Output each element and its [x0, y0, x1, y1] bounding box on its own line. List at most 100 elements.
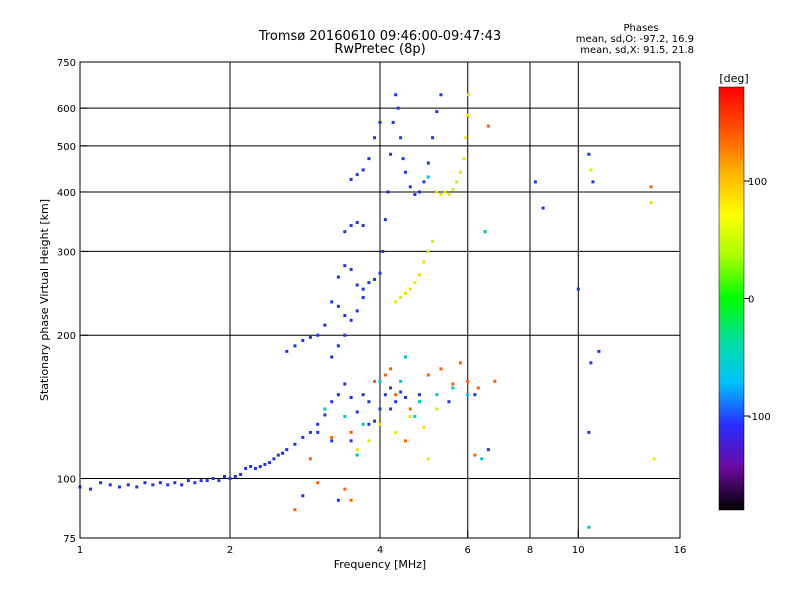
data-point: [576, 287, 580, 291]
data-point: [323, 323, 327, 327]
data-point: [361, 168, 365, 172]
colorbar-gradient: [718, 86, 745, 511]
y-tick-label: 100: [57, 475, 76, 486]
grid-lines: [80, 62, 680, 538]
data-point: [180, 483, 184, 487]
data-point: [383, 393, 387, 397]
data-point: [587, 525, 591, 529]
data-point: [367, 400, 371, 404]
x-tick-label: 10: [572, 545, 585, 556]
data-point: [396, 106, 400, 110]
data-point: [541, 206, 545, 210]
data-points: [78, 93, 656, 529]
data-point: [117, 485, 121, 489]
data-point: [330, 439, 334, 443]
data-point: [316, 481, 320, 485]
colorbar-tick-label: 100: [748, 177, 767, 188]
data-point: [466, 379, 470, 383]
data-point: [443, 190, 447, 194]
data-point: [378, 379, 382, 383]
data-point: [253, 466, 257, 470]
data-point: [343, 264, 347, 268]
data-point: [244, 466, 248, 470]
data-point: [399, 390, 403, 394]
y-tick-label: 750: [57, 58, 76, 69]
data-point: [361, 422, 365, 426]
data-point: [431, 239, 435, 243]
data-point: [399, 136, 403, 140]
data-point: [533, 180, 537, 184]
data-point: [263, 463, 267, 467]
data-point: [435, 393, 439, 397]
data-point: [367, 439, 371, 443]
data-point: [355, 309, 359, 313]
data-point: [649, 185, 653, 189]
x-tick-label: 4: [377, 545, 383, 556]
data-point: [249, 464, 253, 468]
data-point: [293, 508, 297, 512]
colorbar-tick-label: 0: [748, 295, 754, 306]
data-point: [464, 136, 468, 140]
data-point: [383, 218, 387, 222]
data-point: [211, 477, 215, 481]
chart-subtitle: RwPretec (8p): [334, 42, 425, 57]
data-point: [343, 382, 347, 386]
data-point: [349, 267, 353, 271]
data-point: [373, 379, 377, 383]
data-point: [349, 395, 353, 399]
data-point: [381, 249, 385, 253]
x-tick-label: 1: [77, 545, 83, 556]
data-point: [349, 498, 353, 502]
data-point: [435, 110, 439, 114]
data-point: [336, 393, 340, 397]
data-point: [173, 481, 177, 485]
data-point: [373, 277, 377, 281]
data-point: [408, 414, 412, 418]
data-point: [458, 361, 462, 365]
data-point: [228, 477, 232, 481]
data-point: [426, 161, 430, 165]
data-point: [403, 355, 407, 359]
data-point: [308, 335, 312, 339]
data-point: [587, 152, 591, 156]
data-point: [285, 349, 289, 353]
data-point: [426, 175, 430, 179]
data-point: [486, 124, 490, 128]
x-tick-label: 16: [674, 545, 687, 556]
data-point: [301, 494, 305, 498]
data-point: [408, 287, 412, 291]
data-point: [431, 136, 435, 140]
data-point: [386, 190, 390, 194]
colorbar-ticks: 100 0 -100: [744, 177, 771, 423]
data-point: [378, 271, 382, 275]
data-point: [199, 479, 203, 483]
x-tick-label: 2: [227, 545, 233, 556]
data-point: [417, 273, 421, 277]
data-point: [399, 296, 403, 300]
data-point: [466, 393, 470, 397]
data-point: [108, 483, 112, 487]
data-point: [439, 93, 443, 97]
data-point: [413, 414, 417, 418]
data-point: [316, 430, 320, 434]
data-point: [435, 190, 439, 194]
data-point: [466, 113, 470, 117]
colorbar-tick-label: -100: [748, 412, 771, 423]
data-point: [143, 481, 147, 485]
data-point: [343, 230, 347, 234]
phase-stats-heading: Phases: [623, 23, 658, 34]
data-point: [458, 170, 462, 174]
data-point: [422, 180, 426, 184]
phase-stats-x: mean, sd,X: 91.5, 21.8: [580, 45, 694, 56]
data-point: [355, 283, 359, 287]
data-point: [394, 93, 398, 97]
x-axis-label: Frequency [MHz]: [334, 558, 426, 571]
data-point: [455, 180, 459, 184]
data-point: [394, 400, 398, 404]
data-point: [439, 367, 443, 371]
data-point: [330, 400, 334, 404]
data-point: [413, 281, 417, 285]
data-point: [293, 442, 297, 446]
data-point: [649, 201, 653, 205]
